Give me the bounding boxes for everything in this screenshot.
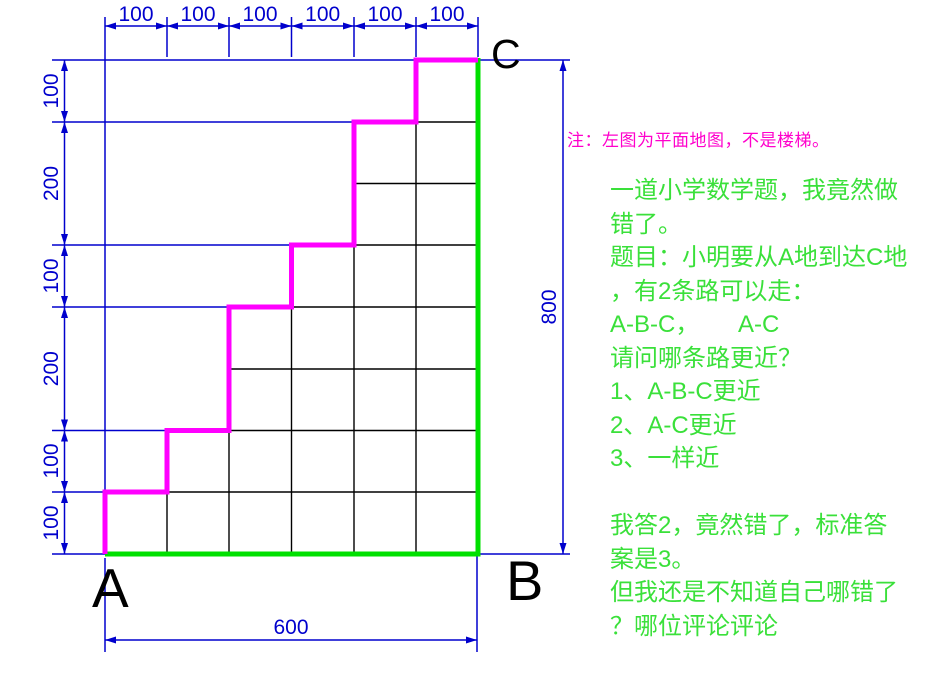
route-a-c-staircase <box>102 57 478 554</box>
dimension-value: 200 <box>40 166 63 201</box>
post-line: 3、一样近 <box>610 445 720 472</box>
dimension-extension-lines <box>52 17 570 652</box>
point-label-a: A <box>92 557 129 619</box>
dimension-value: 100 <box>429 3 464 26</box>
post-line: 案是3。 <box>610 545 696 573</box>
post-line: 但我还是不知道自己哪错了 <box>610 579 898 606</box>
left-dimension: 100 200 100 200 100 100 <box>40 60 68 554</box>
post-line: ，有2条路可以走： <box>610 277 816 305</box>
dimension-value: 100 <box>118 3 153 26</box>
dimension-value: 100 <box>40 258 63 293</box>
post-text: 一道小学数学题，我竟然做 错了。 题目：小明要从A地到达C地 ，有2条路可以走：… <box>610 174 907 643</box>
dimension-value: 200 <box>40 351 63 386</box>
dimension-value: 100 <box>305 3 340 26</box>
dimension-value: 100 <box>242 3 277 26</box>
dimension-value: 600 <box>273 616 308 639</box>
post-line: ？哪位评论评论 <box>610 612 778 640</box>
post-line <box>610 476 907 510</box>
dimension-value: 800 <box>538 289 561 324</box>
note-text: 注：左图为平面地图，不是楼梯。 <box>567 131 830 150</box>
post-line: 错了。 <box>610 210 682 238</box>
grid-lines <box>166 121 478 554</box>
post-line: 一道小学数学题，我竟然做 <box>610 177 898 204</box>
point-label-c: C <box>491 31 521 77</box>
right-dimension: 800 <box>538 60 567 554</box>
top-dimension: 100 100 100 100 100 100 <box>105 3 478 30</box>
post-line: 请问哪条路更近？ <box>610 344 802 372</box>
post-line: 1、A-B-C更近 <box>610 378 761 405</box>
bottom-dimension: 600 <box>105 616 477 644</box>
post-line: 题目：小明要从A地到达C地 <box>610 244 908 271</box>
post-line: A-B-C， A-C <box>610 311 780 338</box>
dimension-value: 100 <box>40 73 63 108</box>
dimension-value: 100 <box>367 3 402 26</box>
point-label-b: B <box>506 549 543 612</box>
dimension-value: 100 <box>40 505 63 540</box>
post-line: 2、A-C更近 <box>610 411 737 439</box>
dimension-value: 100 <box>40 443 63 478</box>
dimension-value: 100 <box>180 3 215 26</box>
post-line: 我答2，竟然错了，标准答 <box>610 512 888 539</box>
route-a-b-c <box>105 58 481 557</box>
